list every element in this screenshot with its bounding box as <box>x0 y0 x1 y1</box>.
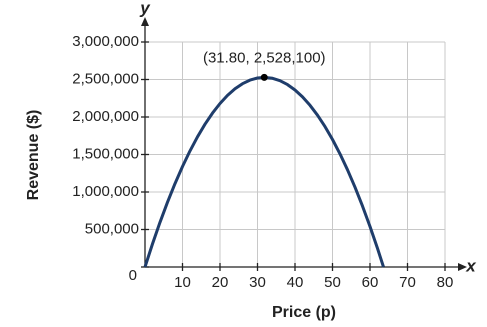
y-axis-label: Revenue ($) <box>25 110 42 201</box>
revenue-curve <box>143 75 385 268</box>
y-tick-label: 2,000,000 <box>72 108 139 125</box>
y-tick-label: 0 <box>129 267 137 284</box>
y-tick-label: 500,000 <box>85 220 139 237</box>
x-axis-arrow <box>458 263 467 271</box>
y-tick-label: 1,500,000 <box>72 145 139 162</box>
y-axis-letter: y <box>139 0 151 17</box>
x-tick-label: 60 <box>362 274 379 291</box>
x-tick-label: 10 <box>174 274 191 291</box>
x-tick-label: 70 <box>399 274 416 291</box>
x-tick-label: 20 <box>212 274 229 291</box>
y-tick-label: 3,000,000 <box>72 33 139 50</box>
max-label: (31.80, 2,528,100) <box>203 49 326 66</box>
y-axis-arrow <box>141 17 149 26</box>
y-tick-label: 1,000,000 <box>72 183 139 200</box>
x-tick-label: 50 <box>324 274 341 291</box>
x-axis-letter: x <box>465 256 477 275</box>
x-tick-label: 30 <box>249 274 266 291</box>
x-tick-label: 40 <box>287 274 304 291</box>
x-axis-label: Price (p) <box>272 304 336 321</box>
y-tick-label: 2,500,000 <box>72 70 139 87</box>
max-point <box>260 73 268 81</box>
x-tick-label: 80 <box>437 274 454 291</box>
